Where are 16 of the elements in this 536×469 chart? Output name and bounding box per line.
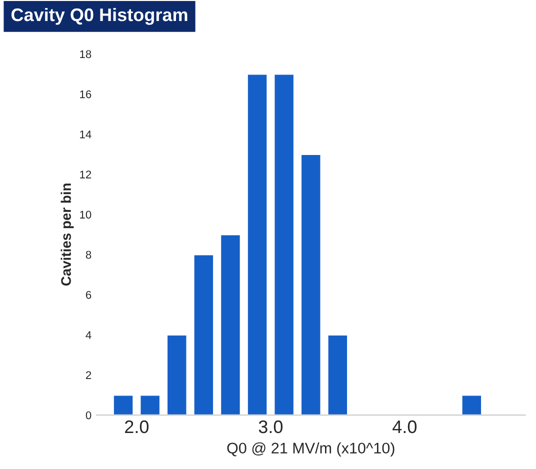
y-tick-label: 8 (86, 250, 92, 259)
x-tick-label: 3.0 (258, 420, 283, 434)
y-tick-label: 12 (80, 170, 92, 178)
y-tick-label: 10 (80, 210, 92, 219)
chart-title: Cavity Q0 Histogram (11, 8, 188, 25)
y-tick-label: 14 (80, 130, 92, 138)
y-tick-label: 16 (80, 90, 92, 98)
x-tick-label: 2.0 (125, 420, 149, 434)
y-tick-label: 0 (86, 411, 92, 420)
x-axis-title: Q0 @ 21 MV/m (x10^10) (227, 442, 394, 457)
y-tick-label: 6 (86, 290, 92, 299)
y-tick-label: 2 (86, 371, 92, 379)
x-tick-label: 4.0 (392, 420, 417, 434)
y-tick-label: 18 (80, 50, 92, 58)
y-axis-title: Cavities per bin (60, 184, 74, 286)
y-tick-label: 4 (86, 331, 92, 339)
